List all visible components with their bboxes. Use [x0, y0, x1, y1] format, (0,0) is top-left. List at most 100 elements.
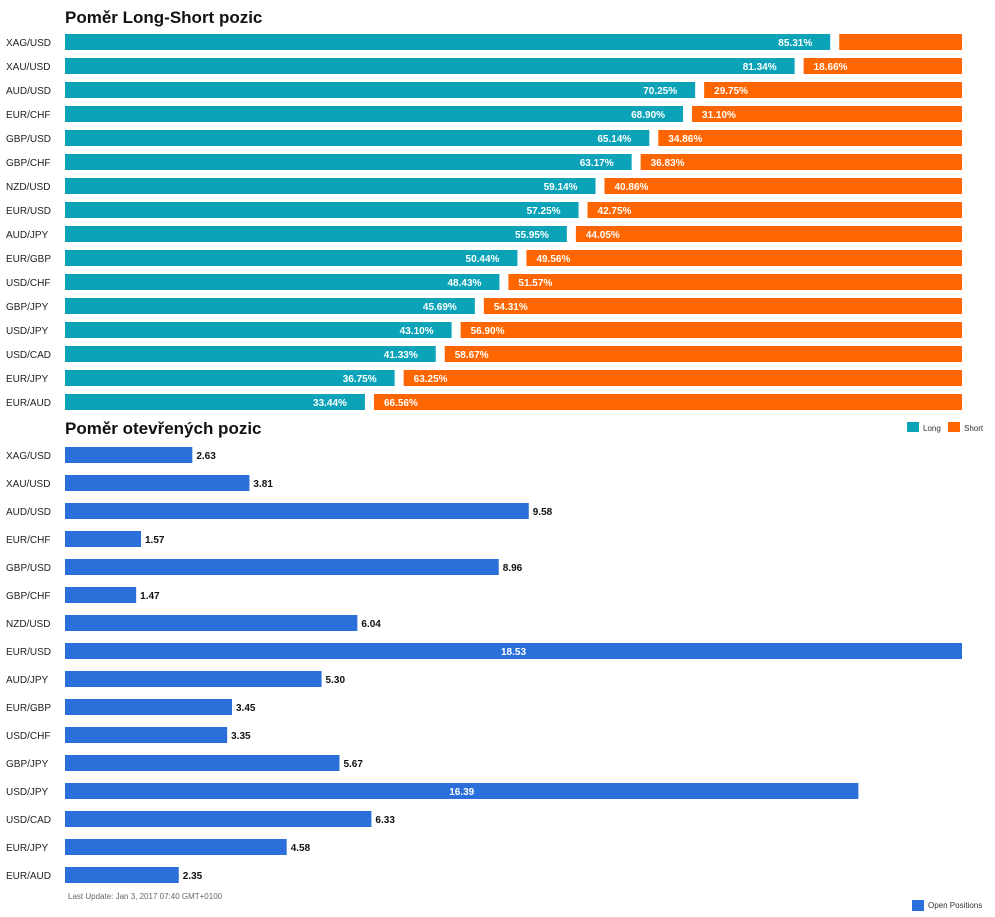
long-bar	[65, 250, 518, 266]
open-positions-bar	[65, 503, 529, 519]
open-positions-chart-title: Poměr otevřených pozic	[65, 419, 262, 438]
short-bar	[839, 34, 962, 50]
short-value-label: 56.90%	[471, 326, 505, 337]
long-bar	[65, 322, 452, 338]
y-tick-label: NZD/USD	[6, 619, 50, 630]
y-tick-label: AUD/JPY	[6, 675, 49, 686]
short-bar	[604, 178, 962, 194]
long-value-label: 43.10%	[400, 326, 434, 337]
value-label: 1.47	[140, 591, 160, 602]
value-label: 6.04	[361, 619, 381, 630]
short-value-label: 31.10%	[702, 110, 736, 121]
short-bar	[460, 322, 962, 338]
long-value-label: 50.44%	[466, 254, 500, 265]
open-positions-bar	[65, 475, 250, 491]
value-label: 3.35	[231, 731, 251, 742]
long-value-label: 85.31%	[778, 38, 812, 49]
short-value-label: 42.75%	[598, 206, 632, 217]
value-label: 2.35	[183, 871, 203, 882]
y-tick-label: XAG/USD	[6, 451, 51, 462]
open-positions-bar	[65, 783, 859, 799]
y-tick-label: AUD/JPY	[6, 230, 49, 241]
short-bar	[803, 58, 962, 74]
y-tick-label: EUR/JPY	[6, 843, 49, 854]
open-positions-chart: XAG/USD 2.63 XAU/USD 3.81 AUD/USD 9.58 EUR/CHF…	[6, 447, 982, 911]
legend-label-long: Long	[923, 424, 941, 433]
value-label: 3.45	[236, 703, 256, 714]
long-value-label: 57.25%	[527, 206, 561, 217]
open-positions-bar	[65, 867, 179, 883]
long-bar	[65, 130, 650, 146]
short-value-label: 29.75%	[714, 86, 748, 97]
long-value-label: 68.90%	[631, 110, 665, 121]
value-label: 18.53	[501, 647, 526, 658]
short-bar	[526, 250, 962, 266]
value-label: 2.63	[196, 451, 216, 462]
short-value-label: 40.86%	[614, 182, 648, 193]
legend-swatch-short	[948, 422, 960, 432]
long-bar	[65, 34, 831, 50]
long-short-legend: Long Short	[907, 422, 984, 433]
value-label: 9.58	[533, 507, 553, 518]
long-bar	[65, 58, 795, 74]
y-tick-label: AUD/USD	[6, 86, 51, 97]
short-bar	[692, 106, 962, 122]
long-value-label: 59.14%	[544, 182, 578, 193]
long-short-chart: XAG/USD 85.31% XAU/USD 81.34% 18.66% AUD/USD 7…	[6, 34, 984, 433]
value-label: 6.33	[375, 815, 395, 826]
y-tick-label: GBP/CHF	[6, 158, 50, 169]
y-tick-label: EUR/USD	[6, 206, 51, 217]
y-tick-label: GBP/USD	[6, 563, 51, 574]
y-tick-label: USD/JPY	[6, 326, 49, 337]
y-tick-label: USD/CAD	[6, 350, 51, 361]
long-value-label: 55.95%	[515, 230, 549, 241]
value-label: 8.96	[503, 563, 523, 574]
short-value-label: 18.66%	[814, 62, 848, 73]
short-value-label: 51.57%	[518, 278, 552, 289]
short-value-label: 58.67%	[455, 350, 489, 361]
y-tick-label: XAU/USD	[6, 62, 50, 73]
legend-label-short: Short	[964, 424, 984, 433]
long-value-label: 48.43%	[447, 278, 481, 289]
long-value-label: 45.69%	[423, 302, 457, 313]
value-label: 1.57	[145, 535, 165, 546]
value-label: 16.39	[449, 787, 474, 798]
short-bar	[403, 370, 963, 386]
short-bar	[658, 130, 962, 146]
long-bar	[65, 226, 567, 242]
long-value-label: 63.17%	[580, 158, 614, 169]
open-positions-bar	[65, 839, 287, 855]
long-bar	[65, 370, 395, 386]
short-bar	[704, 82, 962, 98]
value-label: 5.67	[343, 759, 363, 770]
short-bar	[444, 346, 962, 362]
short-value-label: 54.31%	[494, 302, 528, 313]
short-value-label: 66.56%	[384, 398, 418, 409]
y-tick-label: EUR/CHF	[6, 535, 50, 546]
open-positions-bar	[65, 531, 142, 547]
value-label: 4.58	[291, 843, 311, 854]
legend-swatch-open	[912, 900, 924, 911]
y-tick-label: EUR/CHF	[6, 110, 50, 121]
short-bar	[508, 274, 962, 290]
long-bar	[65, 106, 684, 122]
open-positions-bar	[65, 615, 358, 631]
short-bar	[373, 394, 962, 410]
long-bar	[65, 178, 596, 194]
open-positions-legend: Open Positions	[912, 900, 982, 911]
open-positions-bar	[65, 671, 322, 687]
short-bar	[640, 154, 962, 170]
long-bar	[65, 274, 500, 290]
long-bar	[65, 298, 475, 314]
legend-label-open: Open Positions	[928, 901, 982, 910]
long-bar	[65, 202, 579, 218]
y-tick-label: EUR/JPY	[6, 374, 49, 385]
y-tick-label: XAG/USD	[6, 38, 51, 49]
short-bar	[587, 202, 962, 218]
open-positions-bar	[65, 447, 193, 463]
long-value-label: 41.33%	[384, 350, 418, 361]
short-value-label: 34.86%	[668, 134, 702, 145]
short-value-label: 49.56%	[536, 254, 570, 265]
short-bar	[575, 226, 962, 242]
